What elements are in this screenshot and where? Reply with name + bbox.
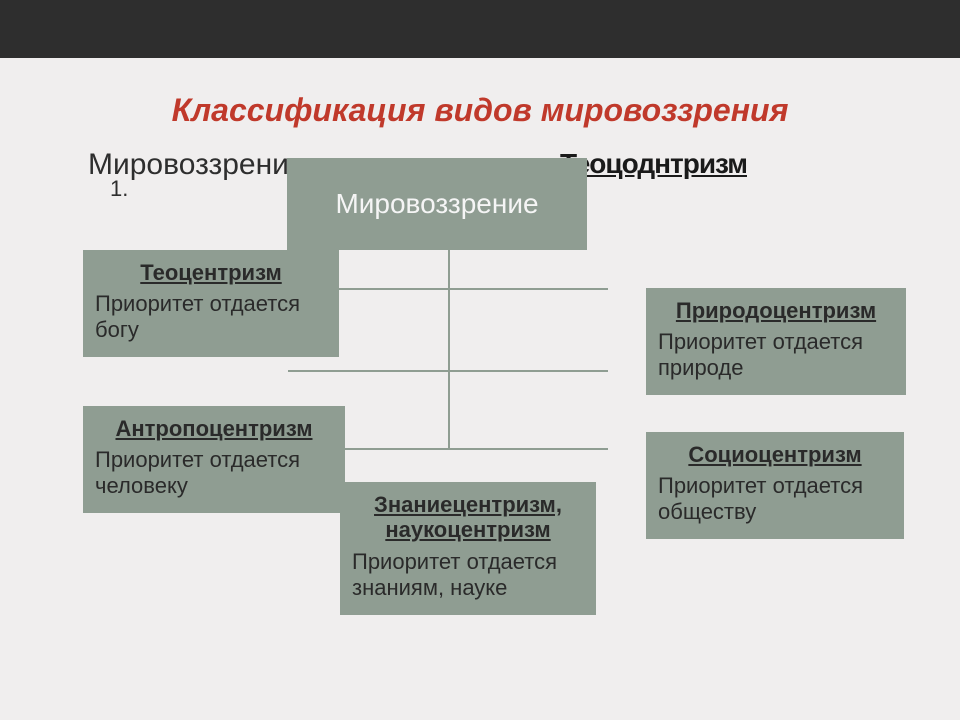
- center-node-label: Мировоззрение: [335, 188, 538, 219]
- tree-branch-2: [288, 370, 608, 372]
- node-desc: Приоритет отдается природе: [658, 329, 894, 381]
- subtitle-number: 1.: [110, 176, 128, 202]
- node-sociocentrism: Социоцентризм Приоритет отдается обществ…: [646, 432, 904, 539]
- node-desc: Приоритет отдается обществу: [658, 473, 892, 525]
- node-heading: Знаниецентризм, наукоцентризм: [352, 492, 584, 543]
- node-anthropocentrism: Антропоцентризм Приоритет отдается челов…: [83, 406, 345, 513]
- center-node: Мировоззрение: [287, 158, 587, 250]
- node-naturecentrism: Природоцентризм Приоритет отдается приро…: [646, 288, 906, 395]
- node-heading: Социоцентризм: [658, 442, 892, 467]
- page-title: Классификация видов мировоззрения: [0, 92, 960, 129]
- node-theocentrism: Теоцентризм Приоритет отдается богу: [83, 250, 339, 357]
- node-desc: Приоритет отдается богу: [95, 291, 327, 343]
- tree-trunk: [448, 250, 450, 450]
- node-desc: Приоритет отдается знаниям, науке: [352, 549, 584, 601]
- node-knowledgecentrism: Знаниецентризм, наукоцентризм Приоритет …: [340, 482, 596, 615]
- node-heading: Антропоцентризм: [95, 416, 333, 441]
- overlap-label: Теоцоднтризм: [560, 148, 747, 180]
- top-bar: [0, 0, 960, 58]
- node-heading: Природоцентризм: [658, 298, 894, 323]
- node-desc: Приоритет отдается человеку: [95, 447, 333, 499]
- node-heading: Теоцентризм: [95, 260, 327, 285]
